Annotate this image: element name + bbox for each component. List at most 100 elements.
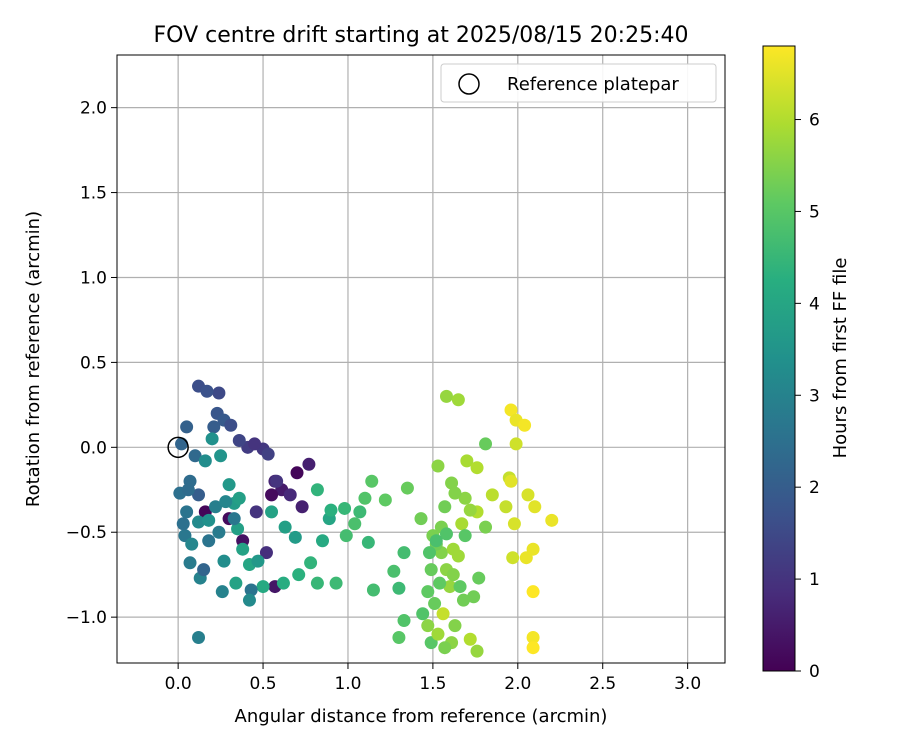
- data-point: [416, 607, 430, 621]
- legend-reference-marker: [458, 73, 480, 95]
- y-tick-label: −0.5: [66, 523, 107, 543]
- data-point: [439, 389, 453, 403]
- y-tick-label: 0.0: [80, 438, 107, 458]
- data-point: [295, 500, 309, 514]
- data-point: [431, 627, 445, 641]
- data-point: [207, 420, 221, 434]
- data-point: [439, 527, 453, 541]
- grid-lines: [117, 55, 725, 663]
- data-point: [175, 437, 189, 451]
- y-tick-label: −1.0: [66, 608, 107, 628]
- data-point: [438, 641, 452, 655]
- data-point: [392, 581, 406, 595]
- data-point: [197, 563, 211, 577]
- data-point: [422, 546, 436, 560]
- data-point: [431, 459, 445, 473]
- data-point: [446, 568, 460, 582]
- data-point: [209, 500, 223, 514]
- data-point: [433, 576, 447, 590]
- data-point: [290, 466, 304, 480]
- colorbar-ticks: 0 1 2 3 4 5 6: [795, 111, 820, 682]
- y-tick-label: 2.0: [80, 99, 107, 119]
- data-point: [202, 534, 216, 548]
- data-point: [200, 384, 214, 398]
- data-point: [378, 493, 392, 507]
- data-point: [451, 393, 465, 407]
- data-point: [458, 529, 472, 543]
- data-point: [509, 437, 523, 451]
- data-point: [429, 534, 443, 548]
- data-point: [366, 583, 380, 597]
- data-point: [470, 461, 484, 475]
- data-point: [222, 478, 236, 492]
- data-point: [256, 580, 270, 594]
- data-point: [453, 580, 467, 594]
- legend-box: [440, 63, 717, 103]
- data-point: [232, 434, 246, 448]
- data-point: [456, 593, 470, 607]
- reference-marker: [167, 436, 189, 459]
- data-point: [212, 525, 226, 539]
- data-point: [504, 403, 518, 417]
- data-point: [329, 576, 343, 590]
- data-point: [192, 631, 206, 645]
- data-point: [265, 505, 279, 519]
- data-point: [261, 447, 275, 461]
- data-point: [310, 576, 324, 590]
- data-point: [248, 437, 262, 451]
- data-point: [231, 522, 245, 536]
- x-tick-label: 0.0: [165, 674, 192, 694]
- data-point: [278, 520, 292, 534]
- colorbar-tick-label: 6: [809, 111, 820, 131]
- data-point: [236, 542, 250, 556]
- data-point: [472, 571, 486, 585]
- data-point: [244, 583, 258, 597]
- data-point: [192, 488, 206, 502]
- colorbar-tick-label: 4: [809, 294, 820, 314]
- data-point: [397, 546, 411, 560]
- data-point: [428, 597, 442, 611]
- y-tick-label: 1.0: [80, 268, 107, 288]
- colorbar-tick-label: 1: [809, 570, 820, 590]
- data-point: [265, 488, 279, 502]
- data-point: [315, 534, 329, 548]
- data-point: [205, 432, 219, 446]
- data-point: [365, 474, 379, 488]
- data-point: [526, 585, 540, 599]
- x-tick-label: 2.0: [504, 674, 531, 694]
- x-tick-label: 3.0: [674, 674, 701, 694]
- data-point: [249, 505, 263, 519]
- data-point: [463, 632, 477, 646]
- legend: Reference platepar: [440, 63, 717, 103]
- data-point: [180, 505, 194, 519]
- data-point: [521, 488, 535, 502]
- data-point: [421, 619, 435, 633]
- data-point: [227, 512, 241, 526]
- data-point: [451, 549, 465, 563]
- data-point: [526, 542, 540, 556]
- x-tick-label: 2.5: [589, 674, 616, 694]
- colorbar-tick-label: 0: [809, 662, 820, 682]
- data-point: [506, 551, 520, 565]
- data-point: [292, 568, 306, 582]
- data-point: [270, 474, 284, 488]
- colorbar-tick-label: 5: [809, 202, 820, 222]
- y-axis-ticks: −1.0 −0.5 0.0 0.5 1.0 1.5 2.0: [66, 99, 117, 628]
- data-point: [232, 491, 246, 505]
- data-point: [460, 454, 474, 468]
- data-point: [479, 437, 493, 451]
- data-point: [217, 554, 231, 568]
- data-point: [219, 495, 233, 509]
- data-point: [283, 488, 297, 502]
- x-tick-label: 0.5: [250, 674, 277, 694]
- data-point: [192, 515, 206, 529]
- chart-title: FOV centre drift starting at 2025/08/15 …: [154, 23, 689, 48]
- data-point: [185, 537, 199, 551]
- data-point: [463, 503, 477, 517]
- data-point: [479, 520, 493, 534]
- data-point: [181, 483, 195, 497]
- data-point: [448, 486, 462, 500]
- y-axis-label: Rotation from reference (arcmin): [23, 211, 44, 507]
- data-point: [528, 500, 542, 514]
